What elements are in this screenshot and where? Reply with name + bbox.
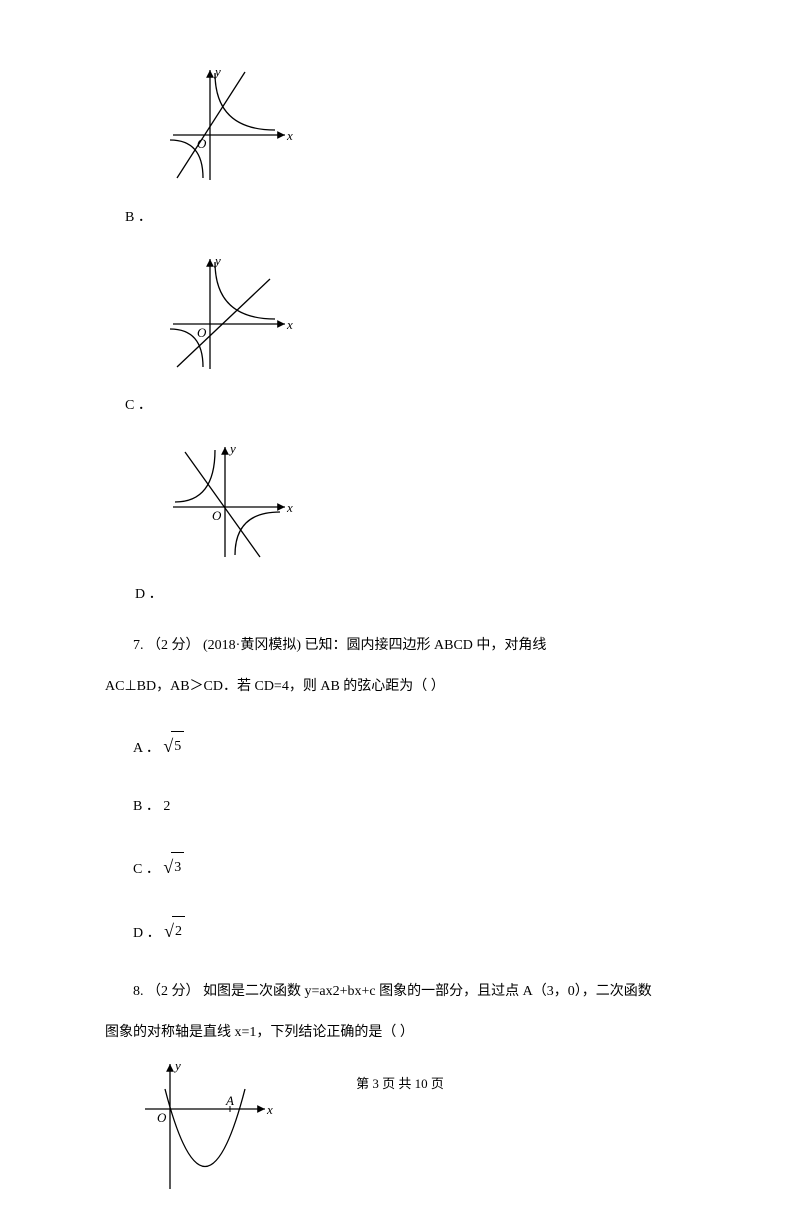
q7-prefix: 7. （2 分） (2018·黄冈模拟) xyxy=(133,638,305,653)
svg-text:O: O xyxy=(212,508,222,523)
q7-optD-label: D ． xyxy=(133,926,161,941)
svg-text:A: A xyxy=(225,1093,234,1108)
svg-text:x: x xyxy=(286,128,293,143)
question-8-line1: 8. （2 分） 如图是二次函数 y=ax2+bx+c 图象的一部分，且过点 A… xyxy=(105,977,695,1008)
q7-optA-label: A ． xyxy=(133,741,160,756)
graph-option-b: xyO xyxy=(155,60,295,203)
svg-text:y: y xyxy=(213,253,221,268)
sqrt-3: √3 xyxy=(163,848,184,888)
page-footer: 第 3 页 共 10 页 xyxy=(0,1073,800,1092)
svg-text:x: x xyxy=(286,317,293,332)
graph-option-c: x y O xyxy=(155,249,295,392)
q7-optC-label: C ． xyxy=(133,862,160,877)
svg-text:x: x xyxy=(286,500,293,515)
q7-option-c: C ． √3 xyxy=(105,848,695,888)
svg-text:O: O xyxy=(157,1110,167,1125)
option-c-row: x y O xyxy=(105,249,695,392)
q7-option-b: B ． 2 xyxy=(105,792,695,823)
option-d-label: D ． xyxy=(105,580,695,611)
svg-text:y: y xyxy=(228,441,236,456)
svg-text:O: O xyxy=(197,325,207,340)
q7-optB-value: 2 xyxy=(163,799,170,814)
q7-text1: 已知：圆内接四边形 ABCD 中，对角线 xyxy=(305,638,547,653)
option-b-label: B ． xyxy=(105,203,695,234)
q7-option-d: D ． √2 xyxy=(105,912,695,952)
q7-option-a: A ． √5 xyxy=(105,727,695,767)
graph-option-d: x y O xyxy=(155,437,295,580)
sqrt-2: √2 xyxy=(164,912,185,952)
svg-text:y: y xyxy=(173,1059,181,1073)
sqrt-5: √5 xyxy=(163,727,184,767)
option-d-row: x y O xyxy=(105,437,695,580)
option-c-label: C ． xyxy=(105,391,695,422)
question-7: 7. （2 分） (2018·黄冈模拟) 已知：圆内接四边形 ABCD 中，对角… xyxy=(105,631,695,662)
q7-optB-label: B ． xyxy=(133,799,160,814)
svg-text:x: x xyxy=(266,1102,273,1117)
option-b-row: xyO xyxy=(105,60,695,203)
svg-text:y: y xyxy=(213,64,221,79)
q7-text2: AC⊥BD，AB＞CD．若 CD=4，则 AB 的弦心距为（ ） xyxy=(105,672,695,703)
question-8-line2: 图象的对称轴是直线 x=1，下列结论正确的是（ ） xyxy=(105,1018,695,1049)
document-content: x y O B ． x y O C ． x y O D ． 7. （2 分） (2018·黄… xyxy=(105,60,695,1211)
